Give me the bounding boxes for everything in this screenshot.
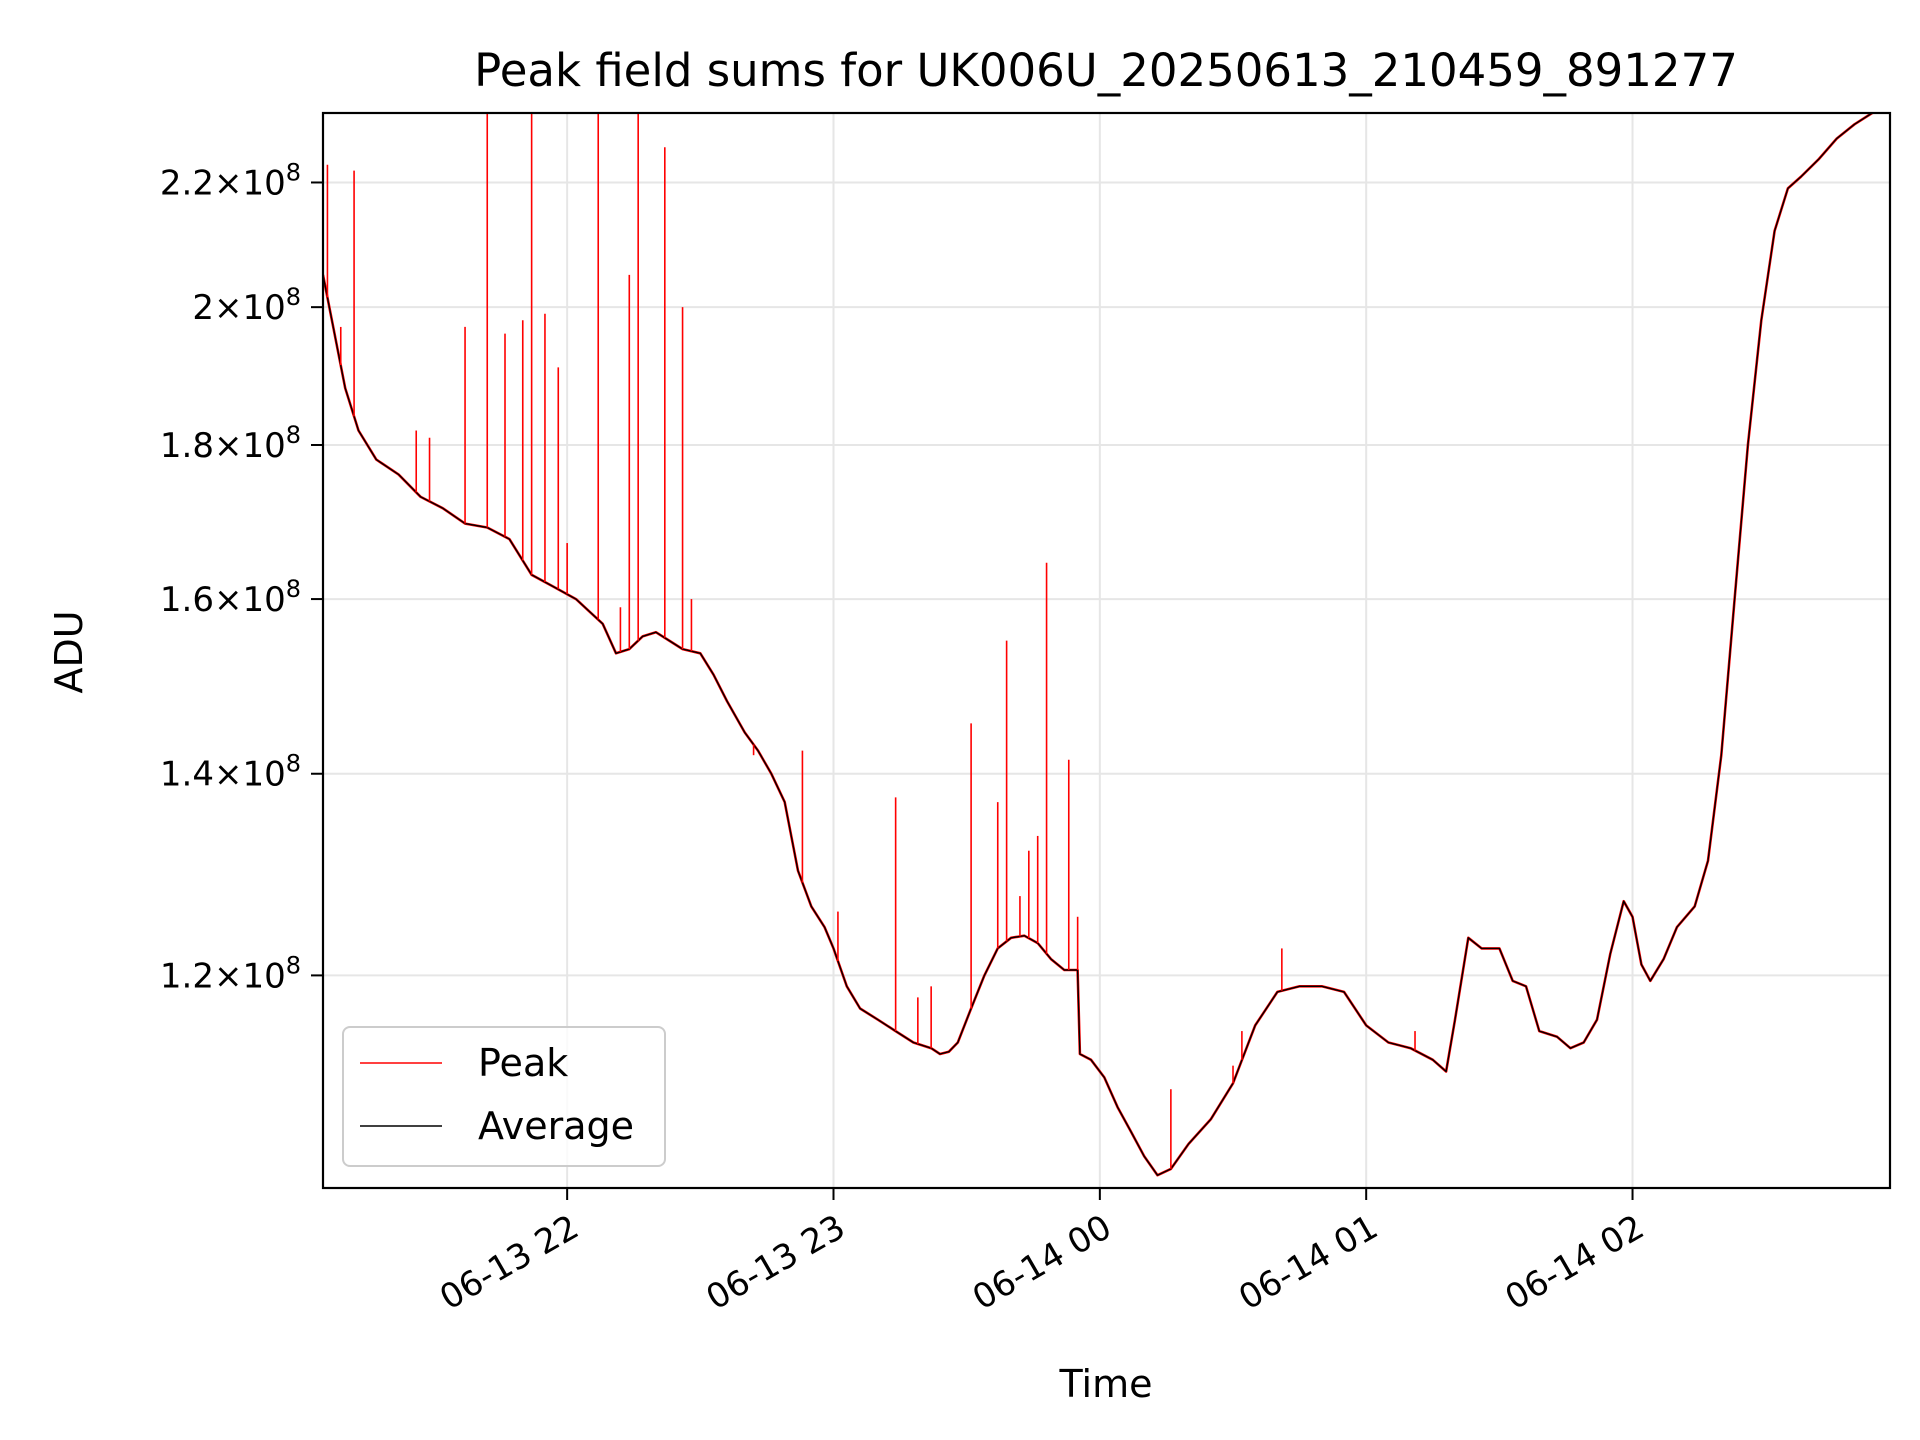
y-axis-label: ADU: [47, 610, 91, 693]
x-axis-label: Time: [1059, 1362, 1153, 1406]
legend-average-label: Average: [478, 1104, 634, 1148]
y-tick-label: 2×108: [192, 283, 301, 328]
average-series-line: [323, 113, 1875, 1176]
legend-peak-label: Peak: [478, 1041, 568, 1085]
y-tick-label: 1.6×108: [160, 575, 301, 620]
grid: [323, 113, 1890, 1188]
y-tick-label: 2.2×108: [160, 158, 301, 203]
legend: Peak Average: [342, 1026, 666, 1167]
plot-frame: [321, 111, 1892, 1190]
y-tick-label: 1.8×108: [160, 421, 301, 466]
chart-title: Peak field sums for UK006U_20250613_2104…: [474, 44, 1738, 97]
y-axis-ticks: 1.2×108 1.4×108 1.6×108 1.8×108 2×108 2.2×108: [160, 158, 323, 996]
series-layer: [323, 113, 1877, 1177]
y-tick-label: 1.4×108: [160, 750, 301, 795]
legend-box: [342, 1026, 666, 1167]
y-tick-label: 1.2×108: [160, 951, 301, 996]
